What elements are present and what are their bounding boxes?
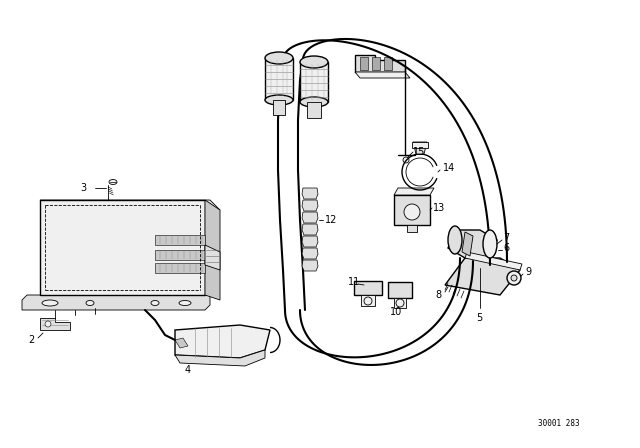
Ellipse shape <box>265 52 293 64</box>
Circle shape <box>403 157 409 163</box>
Ellipse shape <box>179 301 191 306</box>
Text: 8: 8 <box>435 290 441 300</box>
Polygon shape <box>302 260 318 271</box>
Polygon shape <box>302 200 318 211</box>
Polygon shape <box>302 236 318 247</box>
Text: 6: 6 <box>503 243 509 253</box>
Circle shape <box>404 204 420 220</box>
Circle shape <box>396 299 404 307</box>
Polygon shape <box>155 263 205 273</box>
Polygon shape <box>175 338 188 348</box>
Ellipse shape <box>483 230 497 258</box>
Polygon shape <box>407 225 417 232</box>
Polygon shape <box>360 57 368 70</box>
Polygon shape <box>413 142 427 154</box>
Text: 13: 13 <box>433 203 445 213</box>
Polygon shape <box>355 72 410 78</box>
Polygon shape <box>205 200 220 300</box>
Polygon shape <box>355 55 405 72</box>
Polygon shape <box>394 298 406 308</box>
Polygon shape <box>394 195 430 225</box>
Polygon shape <box>40 200 220 210</box>
Text: 4: 4 <box>185 365 191 375</box>
Circle shape <box>364 297 372 305</box>
Polygon shape <box>175 325 270 358</box>
Polygon shape <box>384 57 392 70</box>
Polygon shape <box>448 230 497 258</box>
Text: 10: 10 <box>390 307 403 317</box>
Circle shape <box>511 275 517 281</box>
Polygon shape <box>302 188 318 199</box>
Polygon shape <box>372 57 380 70</box>
Circle shape <box>507 271 521 285</box>
Polygon shape <box>40 318 70 330</box>
Polygon shape <box>302 248 318 259</box>
Polygon shape <box>394 188 434 195</box>
Polygon shape <box>445 258 520 295</box>
Text: 12: 12 <box>325 215 337 225</box>
Polygon shape <box>175 350 265 366</box>
Polygon shape <box>300 62 328 102</box>
Polygon shape <box>155 250 205 260</box>
Polygon shape <box>22 295 210 310</box>
Polygon shape <box>265 58 293 100</box>
Polygon shape <box>412 142 428 148</box>
Ellipse shape <box>265 95 293 105</box>
Polygon shape <box>155 235 205 245</box>
Polygon shape <box>462 232 473 256</box>
Ellipse shape <box>300 56 328 68</box>
Text: 14: 14 <box>443 163 455 173</box>
Ellipse shape <box>109 180 117 185</box>
Polygon shape <box>354 281 382 295</box>
Polygon shape <box>273 100 285 115</box>
Polygon shape <box>388 282 412 298</box>
Text: 2: 2 <box>28 335 35 345</box>
Ellipse shape <box>151 301 159 306</box>
Ellipse shape <box>42 300 58 306</box>
Circle shape <box>45 321 51 327</box>
Text: 5: 5 <box>476 313 483 323</box>
Text: 7: 7 <box>503 233 509 243</box>
Polygon shape <box>205 245 220 270</box>
Text: 3: 3 <box>80 183 86 193</box>
Polygon shape <box>302 224 318 235</box>
Text: 15: 15 <box>413 147 426 157</box>
Text: 11: 11 <box>348 277 360 287</box>
Polygon shape <box>307 102 321 118</box>
Text: 9: 9 <box>525 267 531 277</box>
Ellipse shape <box>300 97 328 107</box>
Polygon shape <box>302 212 318 223</box>
Polygon shape <box>40 200 205 295</box>
Text: 30001 283: 30001 283 <box>538 419 580 428</box>
Ellipse shape <box>86 301 94 306</box>
Polygon shape <box>465 252 522 270</box>
Ellipse shape <box>448 226 462 254</box>
Polygon shape <box>361 295 375 306</box>
